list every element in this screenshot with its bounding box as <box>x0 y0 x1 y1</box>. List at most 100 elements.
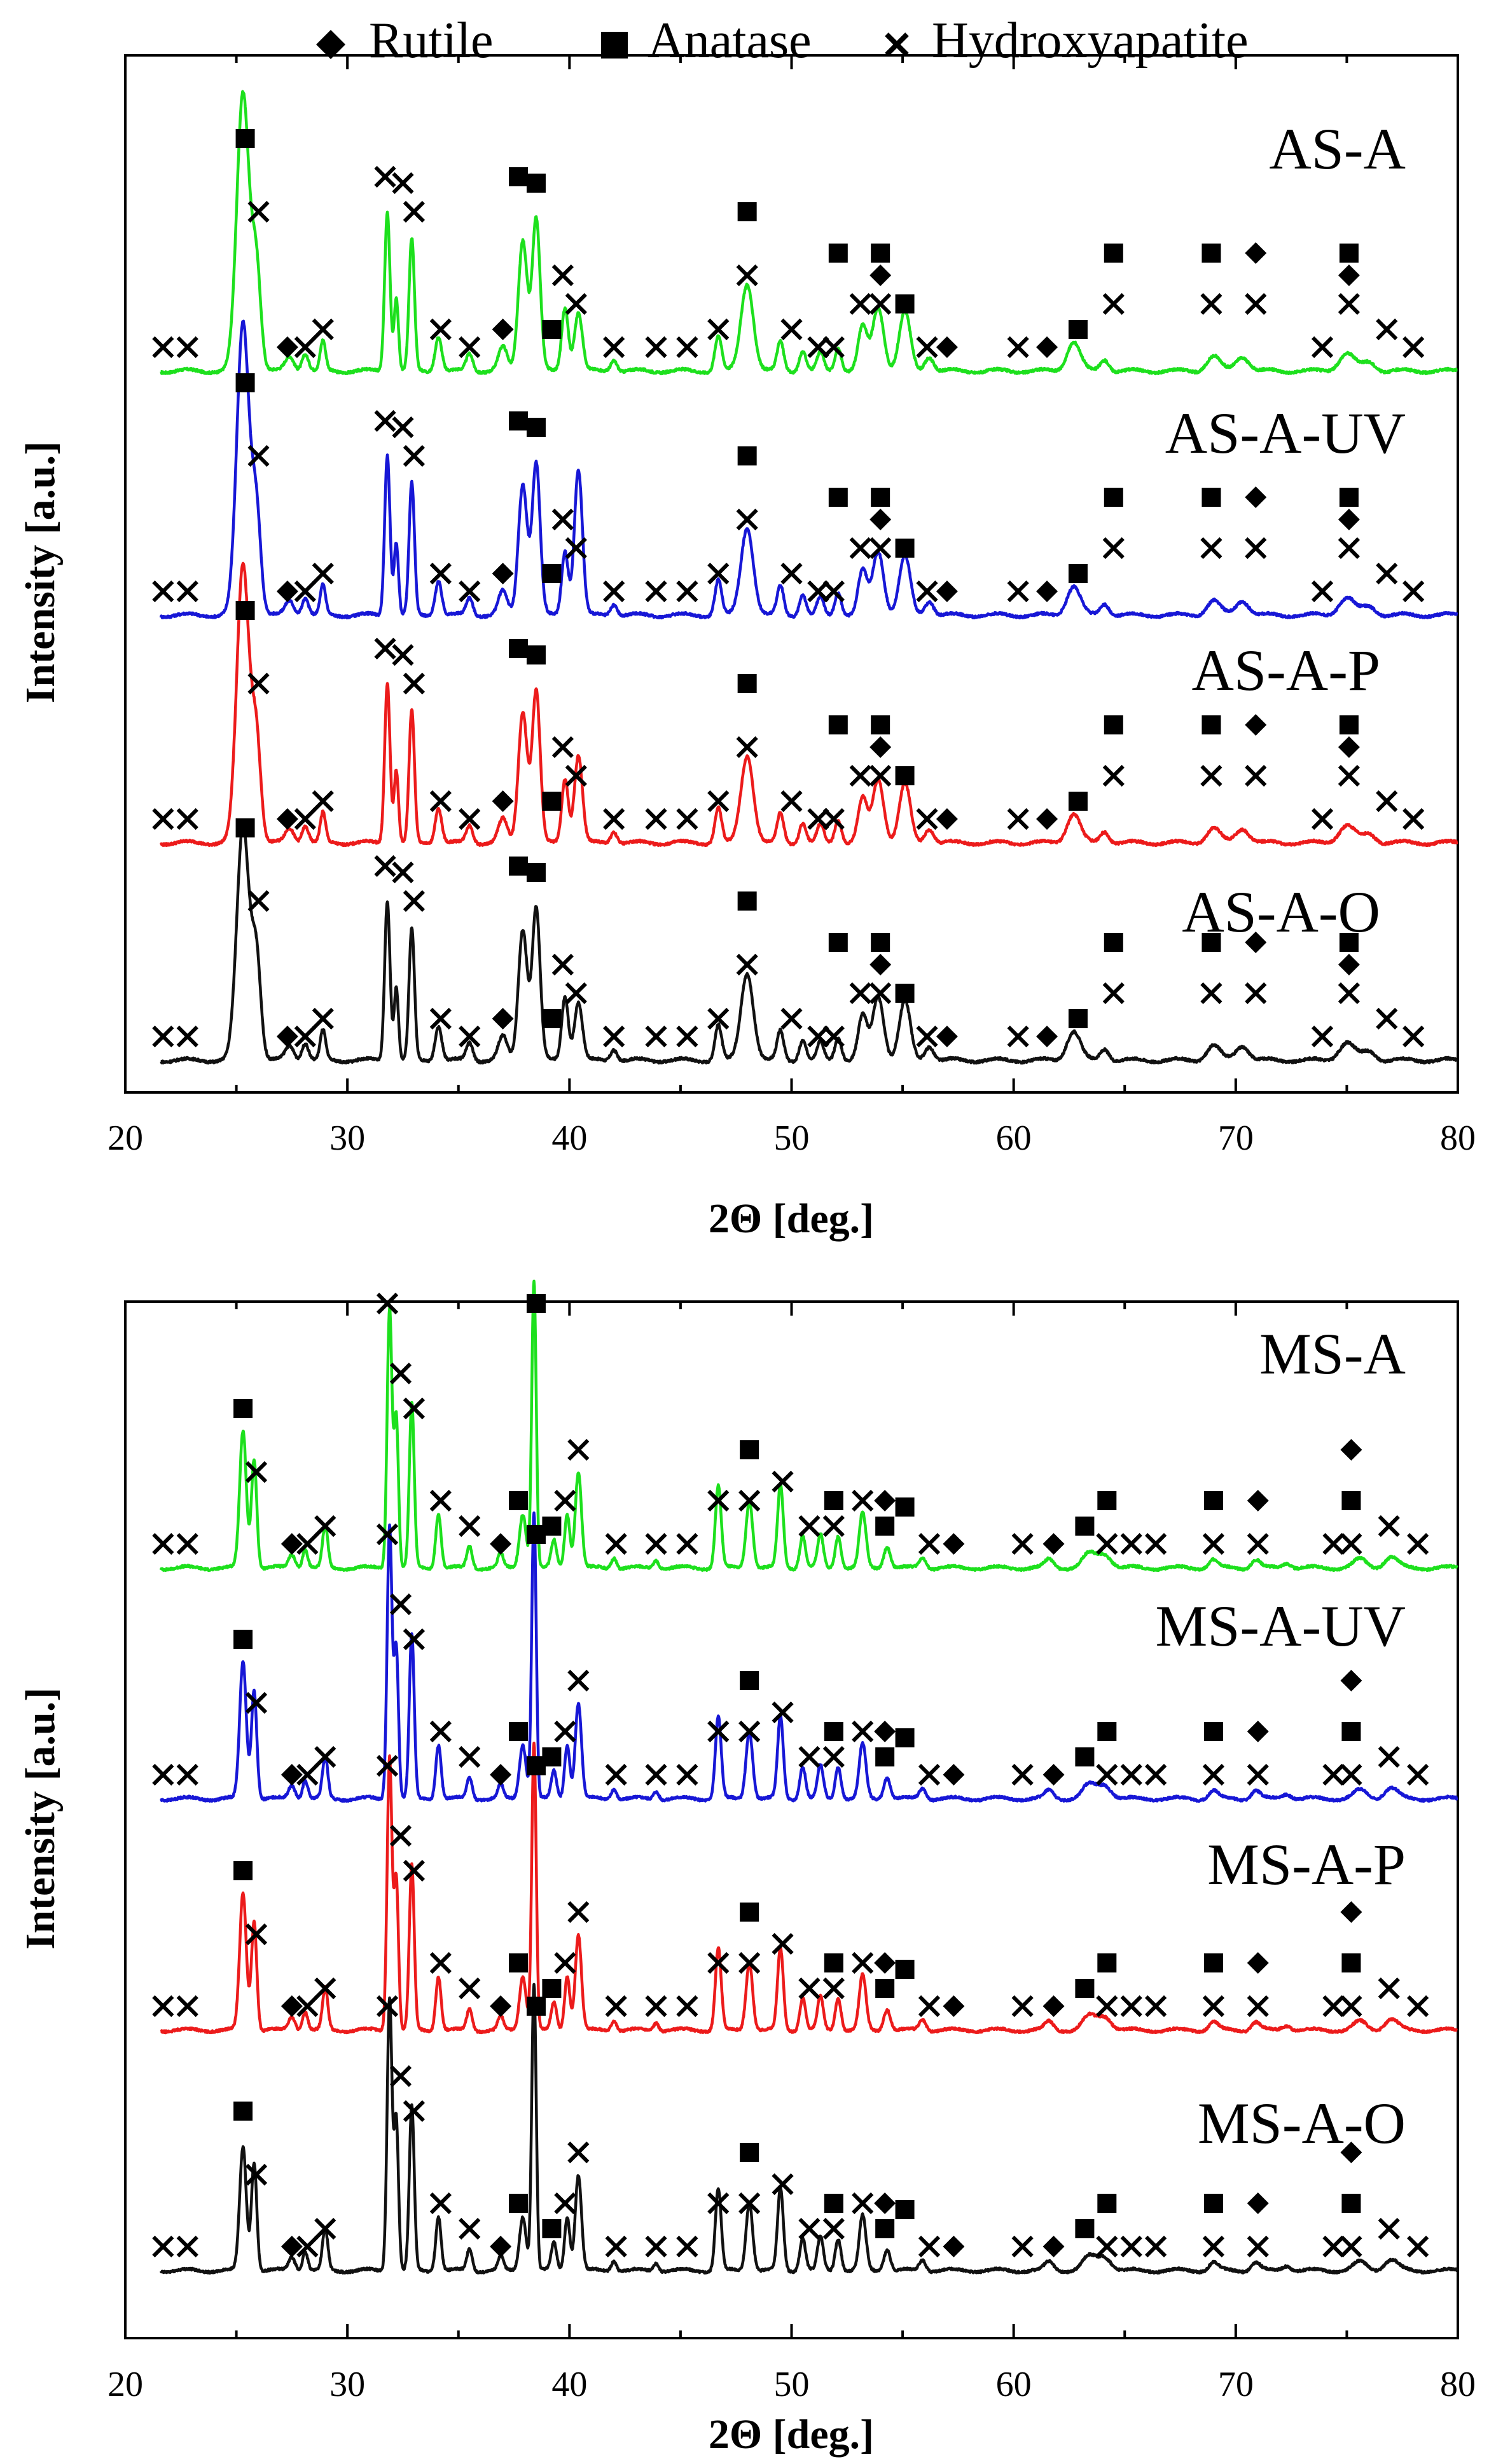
anatase-marker <box>526 1756 546 1775</box>
legend-item-hydroxyapatite: Hydroxyapatite <box>885 13 1249 69</box>
rutile-marker <box>874 1952 896 1974</box>
hydroxyapatite-marker <box>312 318 334 341</box>
hydroxyapatite-marker <box>1120 1763 1142 1786</box>
rutile-marker <box>943 1995 965 2017</box>
anatase-marker <box>1075 1517 1095 1536</box>
rutile-marker <box>1247 1490 1269 1511</box>
hydroxyapatite-marker <box>247 672 270 695</box>
anatase-marker <box>875 1979 895 1998</box>
hydroxyapatite-marker <box>403 890 426 912</box>
series-label: AS-A-UV <box>1165 401 1406 465</box>
hydroxyapatite-marker <box>459 808 481 830</box>
rutile-marker <box>943 1533 965 1555</box>
hydroxyapatite-marker <box>849 764 871 787</box>
hydroxyapatite-marker <box>1340 1995 1362 2018</box>
anatase-marker <box>235 373 255 392</box>
hydroxyapatite-marker <box>551 264 574 287</box>
hydroxyapatite-marker <box>772 2173 794 2196</box>
series-line-ms-a-uv <box>160 1511 1458 1803</box>
x-tick-label: 70 <box>1218 1118 1254 1158</box>
phase-markers <box>152 129 1425 1048</box>
rutile-marker <box>276 581 298 602</box>
hydroxyapatite-marker <box>152 2235 174 2258</box>
chart-panel-as: 20 30 40 50 60 70 80 AS-A AS-A-UV AS-A-P AS-A-O 2… <box>17 54 1476 1242</box>
hydroxyapatite-marker <box>707 790 730 813</box>
hydroxyapatite-marker <box>389 2065 412 2088</box>
anatase-marker <box>1104 244 1123 263</box>
rutile-marker <box>280 1764 303 1786</box>
hydroxyapatite-marker <box>603 808 625 830</box>
hydroxyapatite-marker <box>605 1532 627 1555</box>
anatase-marker <box>1341 1491 1361 1510</box>
hydroxyapatite-marker <box>852 1489 874 1512</box>
series-line-ms-a-o <box>159 1983 1458 2275</box>
hydroxyapatite-marker <box>1340 1532 1362 1555</box>
anatase-marker <box>1075 1747 1095 1766</box>
x-tick-label: 20 <box>107 2365 143 2404</box>
x-axis-label: 2Θ [deg.] <box>709 2411 874 2458</box>
series-line-as-a <box>160 90 1458 376</box>
hydroxyapatite-marker <box>1011 1763 1034 1786</box>
x-tick-label: 80 <box>1440 2365 1476 2404</box>
hydroxyapatite-marker <box>389 1824 412 1847</box>
hydroxyapatite-marker <box>314 1515 336 1538</box>
anatase-marker <box>526 1525 546 1544</box>
rutile-marker <box>492 1008 514 1029</box>
rutile-marker <box>276 336 298 358</box>
rutile-marker <box>1036 336 1058 358</box>
anatase-marker <box>740 1903 759 1922</box>
hydroxyapatite-marker <box>429 1951 452 1974</box>
anatase-marker <box>828 715 848 734</box>
hydroxyapatite-marker <box>312 1007 334 1030</box>
rutile-marker <box>936 1026 958 1047</box>
rutile-marker <box>936 808 958 830</box>
hydroxyapatite-marker <box>807 580 829 603</box>
anatase-marker <box>526 418 546 437</box>
hydroxyapatite-marker <box>1011 1995 1034 2018</box>
hydroxyapatite-marker <box>176 1532 198 1555</box>
anatase-marker <box>509 2194 529 2213</box>
hydroxyapatite-marker <box>247 890 270 912</box>
hydroxyapatite-marker <box>389 1593 412 1616</box>
hydroxyapatite-marker <box>314 1745 336 1768</box>
anatase-marker <box>1202 488 1221 507</box>
hydroxyapatite-marker <box>1011 2235 1034 2258</box>
hydroxyapatite-marker <box>852 1951 874 1974</box>
hydroxyapatite-marker <box>429 2192 452 2215</box>
rutile-diamond-icon <box>316 30 345 59</box>
hydroxyapatite-cross-icon <box>885 32 909 57</box>
hydroxyapatite-marker <box>1200 293 1222 315</box>
anatase-marker <box>233 1861 253 1880</box>
x-tick-label: 50 <box>774 1118 810 1158</box>
hydroxyapatite-marker <box>403 672 426 695</box>
rutile-marker <box>1338 954 1360 975</box>
hydroxyapatite-marker <box>1338 537 1361 560</box>
hydroxyapatite-marker <box>429 1720 452 1743</box>
rutile-marker <box>276 808 298 830</box>
legend-item-rutile: Rutile <box>316 13 494 69</box>
hydroxyapatite-marker <box>1322 1995 1345 2018</box>
hydroxyapatite-marker <box>376 1995 399 2018</box>
hydroxyapatite-marker <box>772 1470 794 1493</box>
anatase-marker <box>1068 792 1088 811</box>
x-axis-tick-labels: 20 30 40 50 60 70 80 <box>107 2365 1476 2404</box>
hydroxyapatite-marker <box>1340 2235 1362 2258</box>
anatase-marker <box>737 891 757 911</box>
hydroxyapatite-marker <box>429 562 452 585</box>
hydroxyapatite-marker <box>152 1532 174 1555</box>
hydroxyapatite-marker <box>374 165 396 188</box>
hydroxyapatite-marker <box>1007 336 1029 359</box>
hydroxyapatite-marker <box>245 1691 268 1714</box>
rutile-marker <box>492 319 514 340</box>
hydroxyapatite-marker <box>459 1745 481 1768</box>
hydroxyapatite-marker <box>822 1745 845 1768</box>
hydroxyapatite-marker <box>245 1461 268 1483</box>
hydroxyapatite-marker <box>1007 1025 1029 1048</box>
hydroxyapatite-marker <box>1145 1763 1167 1786</box>
hydroxyapatite-marker <box>247 444 270 467</box>
hydroxyapatite-marker <box>869 537 892 560</box>
anatase-marker <box>542 2219 562 2238</box>
rutile-marker <box>1340 2142 1362 2163</box>
rutile-marker <box>874 2192 896 2214</box>
rutile-marker <box>869 265 892 286</box>
